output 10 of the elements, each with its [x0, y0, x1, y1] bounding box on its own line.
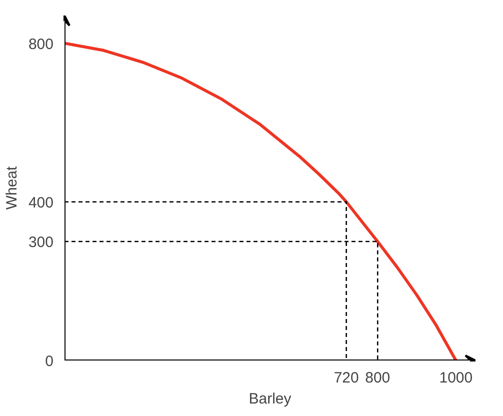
- x-tick-label: 720: [334, 370, 359, 386]
- x-axis-title: Barley: [248, 390, 292, 408]
- x-tick-label: 800: [365, 370, 390, 386]
- y-axis-title: Wheat: [3, 165, 20, 210]
- x-tick-label: 1000: [439, 370, 473, 386]
- y-tick-label: 800: [28, 36, 54, 53]
- line-series: [64, 42, 458, 360]
- y-tick-label: 400: [28, 194, 54, 212]
- y-tick-label: 0: [45, 353, 54, 370]
- y-tick-label: 300: [28, 234, 54, 252]
